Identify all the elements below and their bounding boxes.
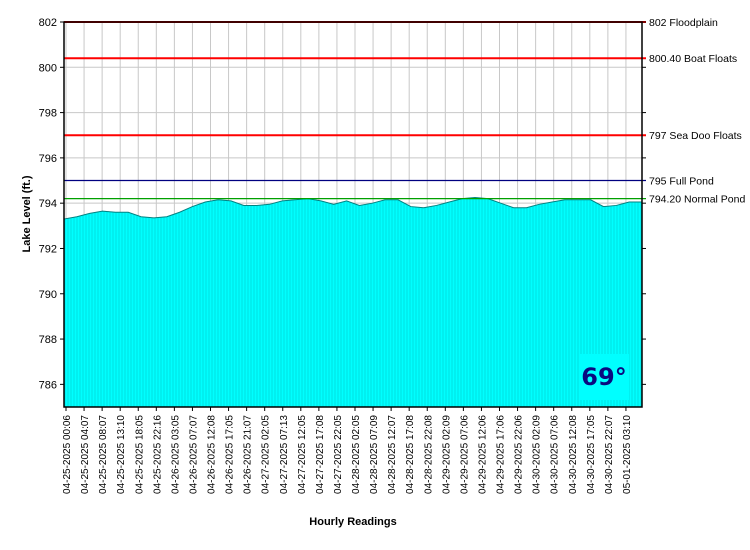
reference-label: 795 Full Pond [649,176,714,188]
x-tick-label: 04-27-2025 22:05 [333,415,344,494]
reference-label: 800.40 Boat Floats [649,53,737,65]
reference-label: 802 Floodplain [649,17,718,29]
water-temperature-badge: 69° [579,354,629,400]
x-axis-ticks: 04-25-2025 00:06 04-25-2025 04:07 04-25-20… [62,407,633,494]
x-tick-label: 04-26-2025 12:08 [207,415,218,494]
x-tick-label: 04-30-2025 17:05 [586,415,597,494]
x-tick-label: 04-27-2025 07:13 [279,415,290,494]
x-tick-label: 04-29-2025 12:06 [477,415,488,494]
y-axis-ticks: 786 788 790 792 794 796 798 800 802 [39,17,646,391]
water-temperature: 69° [581,363,627,391]
x-tick-label: 05-01-2025 03:10 [622,415,633,494]
x-tick-label: 04-29-2025 17:06 [496,415,507,494]
x-tick-label: 04-25-2025 18:05 [134,415,145,494]
x-tick-label: 04-26-2025 17:05 [225,415,236,494]
x-tick-label: 04-30-2025 02:09 [532,415,543,494]
x-tick-label: 04-27-2025 02:05 [261,415,272,494]
x-tick-label: 04-29-2025 22:06 [514,415,525,494]
y-tick-label: 798 [39,108,57,120]
x-tick-label: 04-26-2025 21:07 [243,415,254,494]
x-tick-label: 04-27-2025 12:05 [297,415,308,494]
x-tick-label: 04-29-2025 02:09 [441,415,452,494]
y-tick-label: 792 [39,243,57,255]
y-tick-label: 796 [39,153,57,165]
x-tick-label: 04-30-2025 22:07 [604,415,615,494]
x-tick-label: 04-25-2025 00:06 [62,415,73,494]
x-tick-label: 04-28-2025 22:08 [423,415,434,494]
x-tick-label: 04-25-2025 08:07 [98,415,109,494]
x-tick-label: 04-25-2025 13:10 [116,415,127,494]
x-tick-label: 04-30-2025 12:08 [568,415,579,494]
y-tick-label: 788 [39,334,57,346]
x-tick-label: 04-27-2025 17:08 [315,415,326,494]
x-tick-label: 04-28-2025 07:09 [369,415,380,494]
reference-label: 794.20 Normal Pond [649,194,745,206]
x-tick-label: 04-28-2025 02:05 [351,415,362,494]
x-tick-label: 04-26-2025 03:05 [170,415,181,494]
x-tick-label: 04-25-2025 22:16 [152,415,163,494]
y-axis-title: Lake Level (ft.) [21,175,33,252]
x-tick-label: 04-28-2025 17:08 [405,415,416,494]
reference-label: 797 Sea Doo Floats [649,130,742,142]
plot-frame [63,21,643,408]
y-tick-label: 786 [39,379,57,391]
x-tick-label: 04-26-2025 07:07 [188,415,199,494]
x-tick-label: 04-30-2025 07:06 [550,415,561,494]
x-tick-label: 04-25-2025 04:07 [80,415,91,494]
reference-labels: 802 Floodplain 800.40 Boat Floats 797 Sea … [649,17,745,206]
x-axis-title: Hourly Readings [309,516,396,528]
y-tick-label: 794 [39,198,57,210]
y-tick-label: 800 [39,62,57,74]
area-hatch [64,197,642,407]
y-tick-label: 802 [39,17,57,29]
x-tick-label: 04-28-2025 12:07 [387,415,398,494]
x-tick-label: 04-29-2025 07:06 [459,415,470,494]
y-tick-label: 790 [39,289,57,301]
